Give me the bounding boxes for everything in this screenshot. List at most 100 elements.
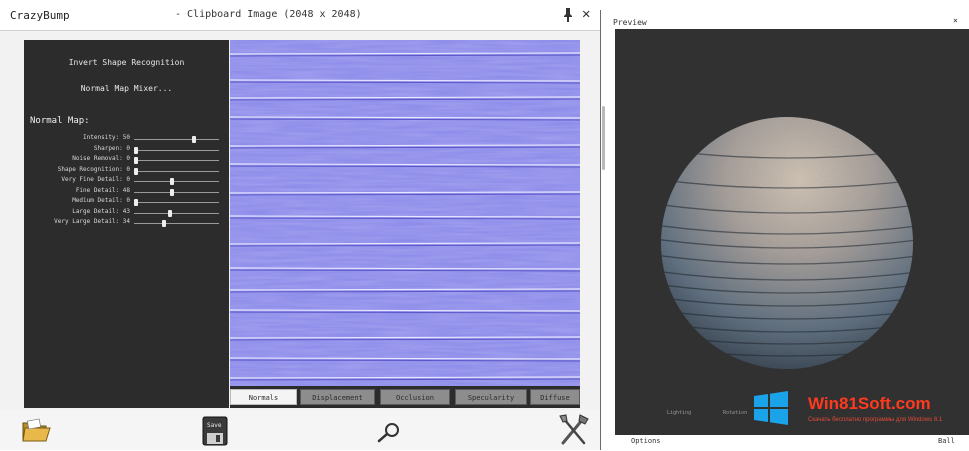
tab-displacement[interactable]: Displacement — [300, 389, 375, 405]
tools-icon[interactable] — [558, 413, 590, 451]
plank-highlight — [229, 309, 581, 312]
preview-window: Preview × Lig — [600, 10, 969, 450]
slider-row: Fine Detail: 48 — [24, 187, 229, 197]
sphere-groove — [661, 224, 913, 235]
magnifier-icon[interactable] — [376, 422, 402, 448]
save-disk-icon[interactable]: Save — [202, 416, 228, 450]
normal-map-mixer-button[interactable]: Normal Map Mixer... — [80, 84, 173, 93]
slider-thumb[interactable] — [134, 146, 138, 154]
slider-row: Sharpen: 0 — [24, 145, 229, 155]
plank-highlight — [229, 96, 581, 99]
slider-track[interactable] — [134, 212, 219, 214]
plank-shadow — [229, 81, 581, 84]
slider-label: Medium Detail: 0 — [72, 197, 130, 204]
sphere-groove — [661, 283, 913, 294]
sphere-groove — [661, 309, 913, 320]
plank-highlight — [229, 163, 581, 166]
folder-open-icon[interactable] — [20, 414, 52, 450]
slider-row: Very Fine Detail: 0 — [24, 176, 229, 186]
slider-track[interactable] — [134, 191, 219, 193]
slider-row: Very Large Detail: 34 — [24, 218, 229, 228]
slider-row: Intensity: 50 — [24, 134, 229, 144]
invert-shape-recognition-button[interactable]: Invert Shape Recognition — [68, 58, 185, 67]
sphere-groove — [661, 178, 913, 189]
slider-thumb[interactable] — [134, 199, 138, 206]
plank-highlight — [229, 215, 581, 218]
tab-occlusion[interactable]: Occlusion — [380, 389, 450, 405]
slider-label: Noise Removal: 0 — [72, 155, 130, 162]
normal-map-image — [229, 40, 581, 386]
slider-thumb[interactable] — [134, 167, 138, 175]
slider-thumb[interactable] — [134, 157, 138, 164]
slider-label: Very Fine Detail: 0 — [61, 176, 130, 183]
watermark-text: Win81Soft.com — [808, 394, 931, 413]
plank-shadow — [229, 217, 581, 220]
normal-map-texture — [229, 40, 581, 386]
close-icon[interactable]: ✕ — [582, 6, 591, 22]
sphere-groove — [661, 254, 913, 265]
slider-track[interactable] — [134, 181, 219, 182]
plank-highlight — [229, 79, 581, 82]
slider-row: Large Detail: 43 — [24, 208, 229, 218]
app-title: CrazyBump — [10, 9, 70, 22]
slider-label: Very Large Detail: 34 — [54, 218, 130, 225]
preview-viewport[interactable]: Lighting Rotation — [615, 29, 969, 435]
slider-track[interactable] — [134, 160, 219, 161]
document-title: - Clipboard Image (2048 x 2048) — [175, 9, 362, 20]
plank-highlight — [229, 267, 581, 270]
lighting-label[interactable]: Lighting — [667, 410, 692, 416]
plank-shadow — [229, 146, 581, 149]
preview-close-icon[interactable]: × — [953, 16, 958, 25]
sphere-groove — [661, 296, 913, 307]
slider-track[interactable] — [134, 223, 219, 224]
tab-specularity[interactable]: Specularity — [455, 389, 527, 405]
slider-label: Sharpen: 0 — [93, 144, 130, 152]
map-tab-bar: Normals Displacement Occlusion Speculari… — [230, 386, 580, 408]
crazybump-titlebar: CrazyBump - Clipboard Image (2048 x 2048… — [0, 0, 600, 31]
slider-track[interactable] — [134, 202, 219, 203]
slider-thumb[interactable] — [170, 178, 175, 185]
slider-thumb[interactable] — [170, 188, 175, 196]
sphere-preview[interactable] — [615, 29, 969, 435]
tab-normals[interactable]: Normals — [230, 389, 297, 405]
slider-track[interactable] — [134, 170, 219, 172]
slider-thumb[interactable] — [192, 136, 197, 143]
plank-shadow — [229, 378, 581, 381]
crazybump-window: CrazyBump - Clipboard Image (2048 x 2048… — [0, 0, 600, 450]
slider-track[interactable] — [134, 139, 219, 140]
plank-shadow — [229, 338, 581, 341]
plank-shadow — [229, 290, 581, 293]
plank-highlight — [229, 288, 581, 291]
slider-label: Fine Detail: 48 — [75, 186, 130, 194]
tab-diffuse[interactable]: Diffuse — [530, 389, 580, 405]
windows-logo-icon — [753, 391, 789, 425]
sphere-groove — [661, 238, 913, 249]
normal-map-controls-panel: Invert Shape Recognition Normal Map Mixe… — [24, 40, 229, 408]
slider-label: Intensity: 50 — [83, 134, 130, 141]
plank-highlight — [229, 336, 581, 339]
slider-row: Shape Recognition: 0 — [24, 166, 229, 176]
shape-selector[interactable]: Ball — [938, 437, 955, 445]
preview-scrollbar[interactable] — [602, 106, 605, 170]
plank-shadow — [229, 193, 581, 196]
watermark-subtitle: Скачать бесплатно программы для Windows … — [808, 417, 943, 423]
rotation-label[interactable]: Rotation — [723, 410, 748, 416]
options-button[interactable]: Options — [631, 437, 661, 445]
plank-shadow — [229, 244, 581, 247]
preview-title: Preview — [613, 18, 647, 27]
slider-thumb[interactable] — [168, 209, 173, 217]
slider-row: Noise Removal: 0 — [24, 155, 229, 165]
bottom-toolbar: Save — [0, 410, 600, 450]
plank-shadow — [229, 118, 581, 121]
plank-highlight — [229, 191, 581, 194]
sphere-groove — [661, 203, 913, 214]
slider-track[interactable] — [134, 149, 219, 151]
plank-highlight — [229, 357, 581, 360]
plank-shadow — [229, 269, 581, 272]
plank-shadow — [229, 54, 581, 57]
pin-icon[interactable] — [561, 7, 575, 23]
plank-shadow — [229, 359, 581, 362]
slider-thumb[interactable] — [161, 220, 166, 227]
save-label: Save — [207, 422, 222, 429]
plank-highlight — [229, 242, 581, 245]
